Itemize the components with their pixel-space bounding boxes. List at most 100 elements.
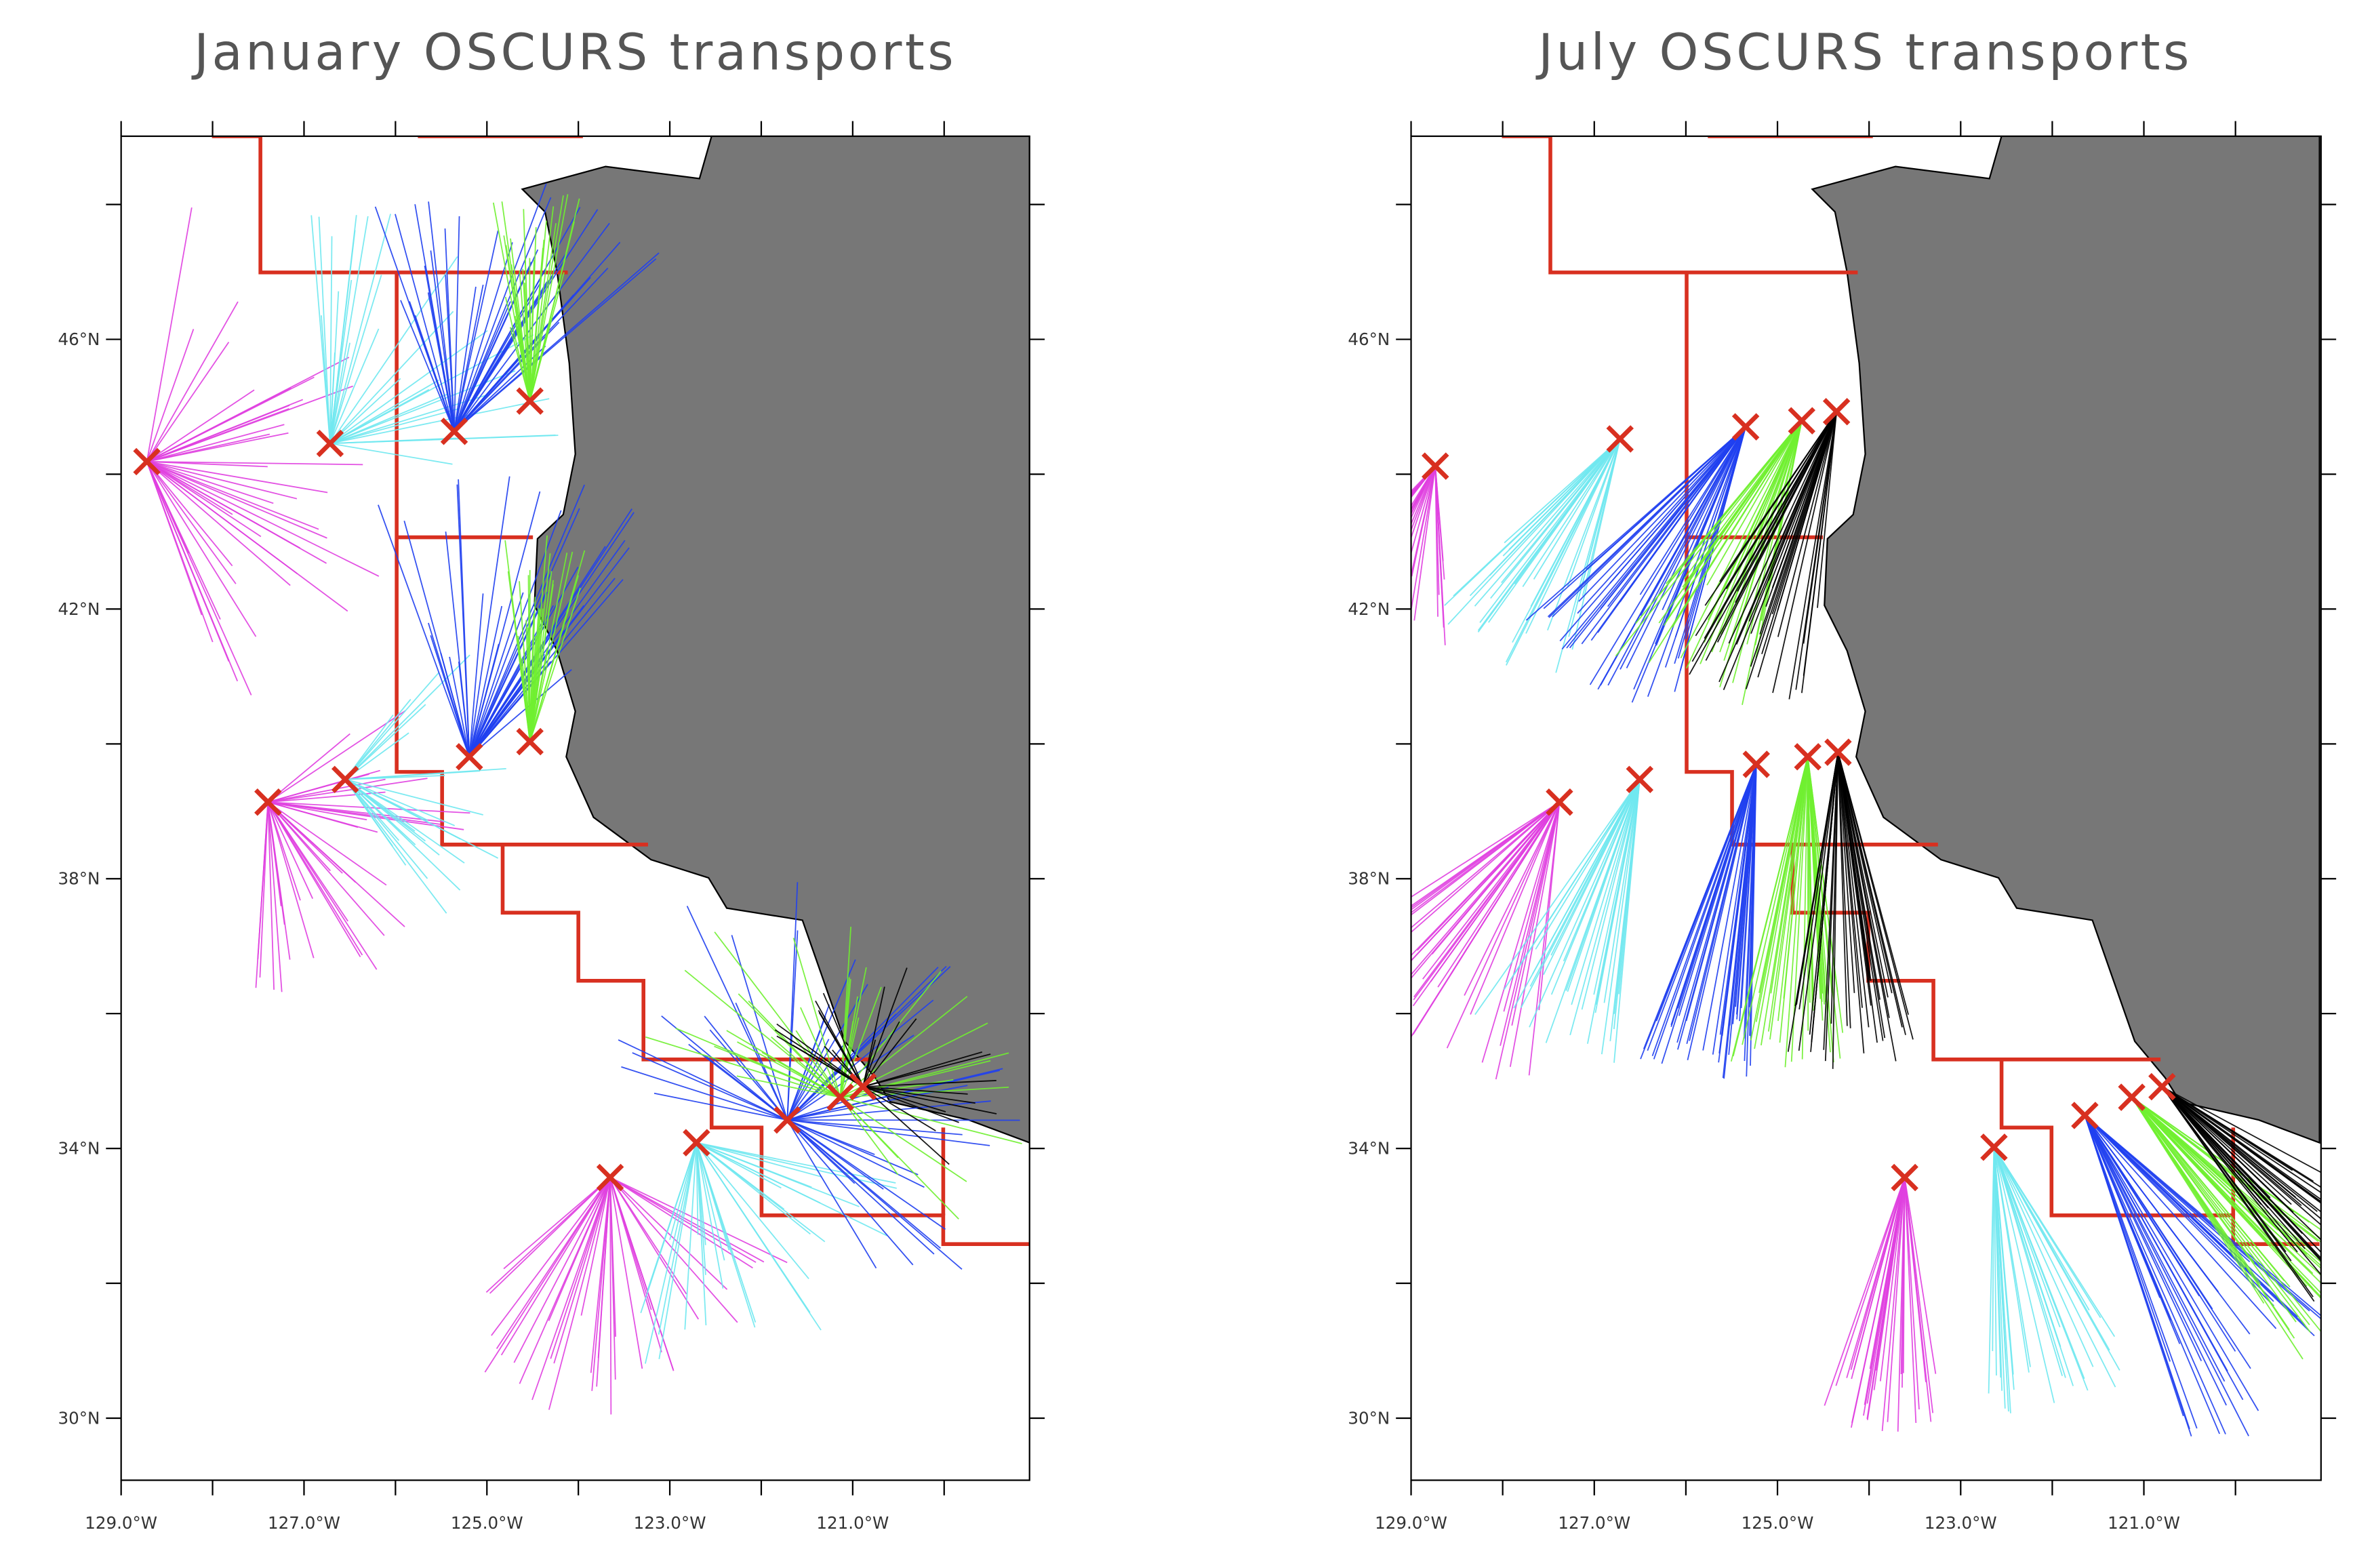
trajectory xyxy=(1777,757,1809,1022)
trajectory xyxy=(609,1177,612,1415)
trajectory xyxy=(2084,1114,2259,1411)
map-frame xyxy=(1410,135,2322,1481)
y-tick-label: 30°N xyxy=(58,1408,100,1428)
trajectory xyxy=(1837,752,1855,993)
trajectory xyxy=(503,1177,611,1270)
trajectory xyxy=(267,801,387,886)
trajectory xyxy=(513,1177,611,1363)
trajectory xyxy=(839,1097,959,1220)
trajectory xyxy=(1687,764,1757,1060)
panel-title: July OSCURS transports xyxy=(1535,24,2192,82)
trajectory xyxy=(430,250,455,432)
trajectory xyxy=(344,779,428,879)
trajectory xyxy=(454,230,499,432)
trajectory xyxy=(531,1177,611,1401)
trajectory xyxy=(1559,426,1746,642)
trajectory xyxy=(1597,426,1746,633)
release-marker xyxy=(1980,1133,2008,1161)
trajectory xyxy=(1600,426,1746,686)
release-marker xyxy=(1742,750,1771,778)
trajectory xyxy=(2131,1097,2291,1288)
trajectory xyxy=(268,778,386,803)
release-marker xyxy=(1788,407,1816,435)
trajectory xyxy=(1446,801,1561,1049)
trajectory xyxy=(1411,801,1560,898)
trajectory xyxy=(609,1177,738,1323)
trajectory xyxy=(1648,420,1803,664)
trajectory xyxy=(1721,420,1803,635)
trajectory xyxy=(146,461,230,662)
trajectory xyxy=(1434,466,1439,617)
trajectory xyxy=(1993,1147,2085,1380)
trajectory xyxy=(1798,752,1839,1010)
trajectory xyxy=(1993,1147,2007,1360)
trajectory xyxy=(329,216,369,444)
trajectory xyxy=(496,1177,611,1349)
trajectory xyxy=(696,1142,821,1204)
trajectory xyxy=(329,379,439,444)
trajectory xyxy=(1532,779,1641,975)
trajectory xyxy=(329,328,380,444)
x-tick-label: 125.0°W xyxy=(1742,1513,1814,1533)
trajectory xyxy=(1743,764,1757,1039)
trajectory xyxy=(1788,411,1838,700)
trajectory xyxy=(553,1177,611,1364)
trajectory xyxy=(146,461,274,504)
trajectory xyxy=(1837,752,1870,981)
release-marker xyxy=(316,429,344,458)
trajectory xyxy=(428,201,455,432)
trajectory xyxy=(774,1029,864,1087)
trajectory xyxy=(329,310,454,444)
trajectory xyxy=(1725,411,1837,590)
trajectory xyxy=(786,959,856,1121)
release-marker xyxy=(826,1083,854,1111)
trajectory xyxy=(1706,420,1803,586)
trajectory xyxy=(1674,426,1746,664)
trajectory xyxy=(684,969,841,1098)
trajectory xyxy=(454,252,660,432)
trajectory xyxy=(1837,752,1909,1015)
map-panel: July OSCURS transports 129.0°W 127.0°W 125.… xyxy=(1348,24,2337,1533)
trajectory xyxy=(1772,411,1838,693)
trajectory xyxy=(1993,1147,2054,1327)
trajectory xyxy=(609,1177,765,1263)
trajectory xyxy=(146,301,239,462)
trajectory xyxy=(1550,779,1641,995)
trajectory xyxy=(786,965,947,1121)
trajectory xyxy=(1807,757,1822,999)
trajectory xyxy=(501,201,531,401)
trajectory xyxy=(344,672,440,780)
panel-title: January OSCURS transports xyxy=(191,24,957,82)
trajectory xyxy=(146,461,301,549)
trajectory xyxy=(267,802,282,906)
trajectory xyxy=(454,286,477,432)
trajectory xyxy=(1615,420,1803,657)
trajectory xyxy=(609,1177,728,1290)
trajectory xyxy=(1411,466,1436,532)
trajectory xyxy=(1777,411,1838,637)
trajectory xyxy=(862,1086,950,1165)
trajectory xyxy=(1801,757,1809,1060)
trajectory xyxy=(786,1119,963,1270)
trajectory xyxy=(454,262,532,432)
trajectory xyxy=(862,1086,936,1131)
trajectory xyxy=(329,443,453,465)
trajectory xyxy=(329,214,391,444)
trajectory xyxy=(529,535,548,742)
trajectory xyxy=(1712,764,1757,1055)
y-tick-label: 34°N xyxy=(58,1139,100,1159)
trajectory xyxy=(786,1119,925,1188)
trajectory xyxy=(2084,1114,2274,1306)
trajectory xyxy=(1993,1147,1997,1376)
release-marker xyxy=(1891,1163,1918,1192)
map-content xyxy=(133,136,1030,1415)
trajectory xyxy=(2131,1097,2310,1325)
release-marker xyxy=(456,743,483,771)
trajectory xyxy=(1474,779,1641,1016)
trajectory xyxy=(2084,1115,2171,1362)
trajectory xyxy=(146,433,270,462)
trajectory xyxy=(146,461,319,530)
trajectory xyxy=(268,801,359,828)
trajectory xyxy=(329,408,458,445)
trajectory xyxy=(344,779,407,866)
